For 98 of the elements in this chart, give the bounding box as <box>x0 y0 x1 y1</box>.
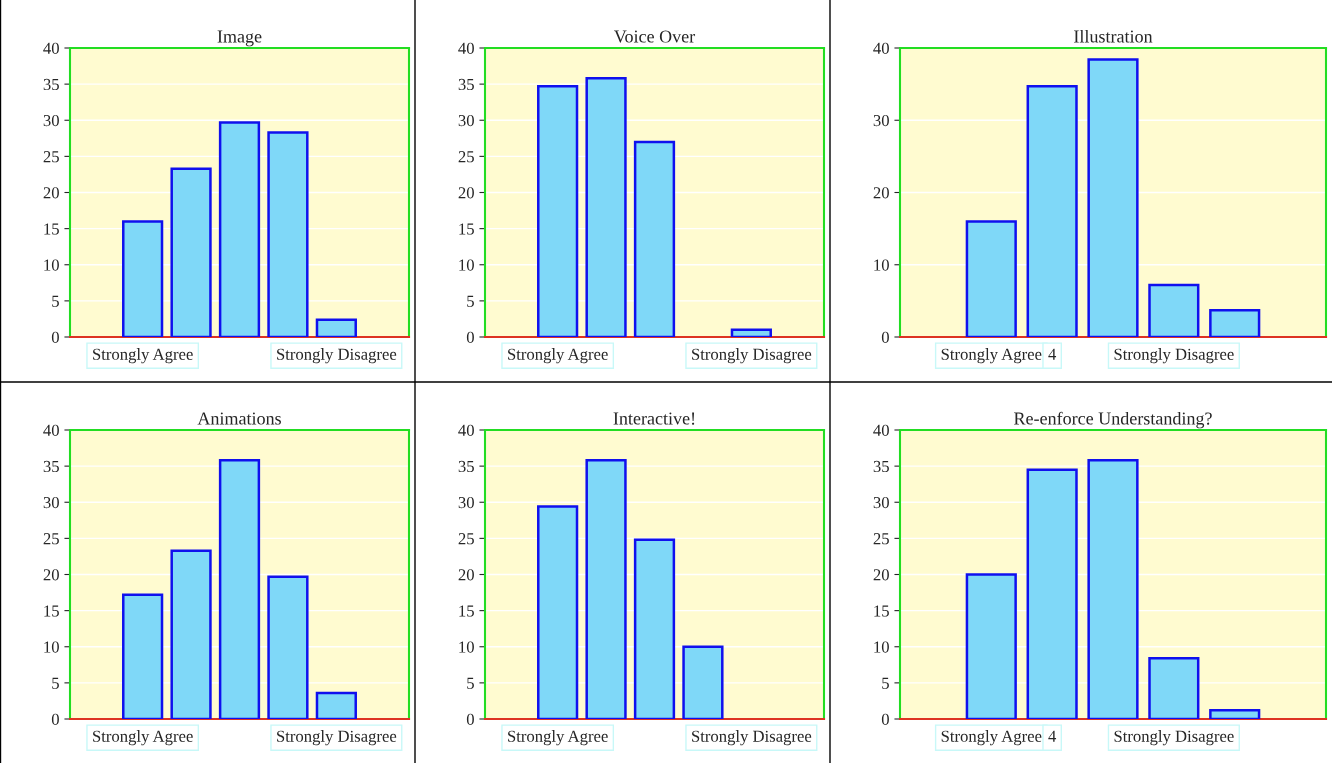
y-tick-label: 35 <box>43 460 59 473</box>
y-tick-label: 5 <box>52 677 59 689</box>
bar <box>1148 283 1200 337</box>
bar <box>1026 85 1078 337</box>
y-tick-label: 5 <box>882 677 889 689</box>
bar <box>1087 459 1139 719</box>
y-tick-label: 20 <box>43 187 59 199</box>
bar <box>965 573 1017 719</box>
bar <box>218 121 261 337</box>
chart-title: Interactive! <box>613 412 695 425</box>
bar <box>585 459 627 719</box>
y-tick-label: 0 <box>51 713 59 725</box>
bar <box>218 459 261 719</box>
x-tick-label: Strongly Agree <box>93 348 193 364</box>
y-tick-label: 30 <box>873 496 889 509</box>
y-tick-label: 15 <box>874 605 889 617</box>
y-tick-label: 5 <box>467 677 474 689</box>
x-tick-label: Strongly Disagree <box>277 348 397 364</box>
bar <box>170 549 212 719</box>
y-tick-label: 20 <box>43 569 59 581</box>
bar <box>633 140 676 337</box>
y-tick-label: 30 <box>458 114 474 127</box>
y-tick-label: 20 <box>458 569 474 581</box>
bar <box>633 538 676 719</box>
y-tick-label: 10 <box>459 641 474 653</box>
y-tick-label: 35 <box>873 460 889 473</box>
y-tick-label: 35 <box>458 460 474 473</box>
y-tick-label: 15 <box>459 605 474 617</box>
bar <box>315 691 357 719</box>
bar <box>682 645 724 719</box>
y-tick-label: 10 <box>459 259 474 271</box>
bar <box>965 220 1017 337</box>
y-tick-label: 10 <box>44 259 59 271</box>
x-tick-label: 4 <box>1048 730 1057 742</box>
y-tick-label: 0 <box>881 713 889 725</box>
bar <box>537 505 579 719</box>
x-tick-label: Strongly Agree <box>508 730 608 746</box>
bar <box>1209 709 1261 719</box>
x-tick-label: Strongly Agree <box>941 348 1042 364</box>
bar <box>122 220 164 337</box>
y-tick-label: 0 <box>881 331 889 343</box>
y-tick-label: 10 <box>874 259 889 271</box>
y-tick-label: 40 <box>873 42 889 54</box>
x-tick-label: Strongly Disagree <box>1114 730 1234 746</box>
chart-title: Animations <box>197 412 281 425</box>
bar <box>730 328 772 337</box>
bar <box>1026 468 1078 719</box>
y-tick-label: 20 <box>873 187 889 199</box>
y-tick-label: 5 <box>52 295 59 307</box>
y-tick-label: 40 <box>43 424 59 436</box>
chart-title: Illustration <box>1074 29 1153 43</box>
y-tick-label: 30 <box>873 114 889 127</box>
y-tick-label: 15 <box>44 605 59 617</box>
chart-title: Voice Over <box>614 30 696 43</box>
y-tick-label: 10 <box>874 641 889 653</box>
y-tick-label: 30 <box>458 496 474 509</box>
y-tick-label: 20 <box>458 187 474 199</box>
x-tick-label: Strongly Agree <box>508 348 608 364</box>
x-tick-label: Strongly Agree <box>93 730 193 746</box>
y-tick-label: 30 <box>43 114 59 127</box>
chart-title: Re-enforce Understanding? <box>1014 411 1212 429</box>
x-tick-label: Strongly Agree <box>941 730 1042 746</box>
y-tick-label: 0 <box>466 331 474 343</box>
y-tick-label: 5 <box>467 295 474 307</box>
bar <box>267 131 309 337</box>
y-tick-label: 0 <box>466 713 474 725</box>
bar <box>315 318 357 337</box>
bar <box>170 167 212 337</box>
y-tick-label: 20 <box>873 569 889 581</box>
bar <box>267 575 309 719</box>
bar <box>585 77 627 337</box>
y-tick-label: 15 <box>44 223 59 235</box>
y-tick-label: 25 <box>43 151 59 163</box>
y-tick-label: 30 <box>43 496 59 509</box>
bar <box>537 85 579 337</box>
bar <box>1087 58 1139 337</box>
y-tick-label: 40 <box>873 424 889 436</box>
y-tick-label: 25 <box>43 533 59 545</box>
y-tick-label: 35 <box>458 78 474 91</box>
y-tick-label: 40 <box>458 42 474 54</box>
y-tick-label: 25 <box>873 533 889 545</box>
x-tick-label: Strongly Disagree <box>277 730 397 746</box>
y-tick-label: 0 <box>51 331 59 343</box>
bar <box>122 593 164 719</box>
bar <box>1148 657 1200 719</box>
y-tick-label: 25 <box>458 533 474 545</box>
x-tick-label: Strongly Disagree <box>692 348 812 364</box>
y-tick-label: 15 <box>459 223 474 235</box>
x-tick-label: Strongly Disagree <box>692 730 812 746</box>
x-tick-label: Strongly Disagree <box>1114 348 1234 364</box>
bar <box>1209 309 1261 337</box>
y-tick-label: 25 <box>458 151 474 163</box>
y-tick-label: 10 <box>44 641 59 653</box>
y-tick-label: 40 <box>458 424 474 436</box>
x-tick-label: 4 <box>1048 348 1057 360</box>
y-tick-label: 40 <box>43 42 59 54</box>
chart-title: Image <box>217 30 262 47</box>
y-tick-label: 35 <box>43 78 59 91</box>
